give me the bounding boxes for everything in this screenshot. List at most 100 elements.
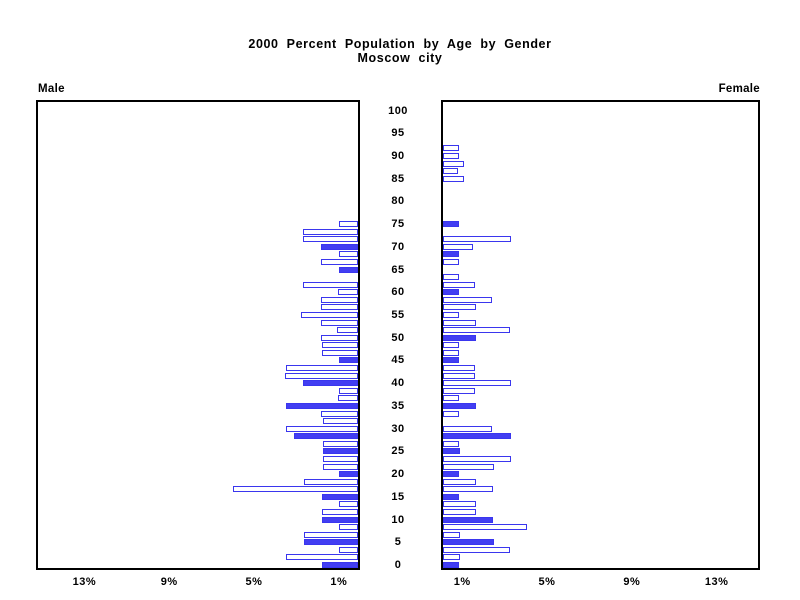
bar-female-slot-33 — [443, 312, 459, 318]
bar-male-slot-34 — [321, 304, 358, 310]
bar-female-slot-37 — [443, 282, 475, 288]
age-label-75: 75 — [391, 218, 405, 231]
male-tick-9: 9% — [160, 576, 178, 588]
bar-female-slot-8 — [443, 501, 476, 507]
female-panel-frame — [441, 100, 760, 570]
bar-male-slot-33 — [301, 312, 358, 318]
age-label-55: 55 — [391, 309, 405, 322]
bar-female-slot-45 — [443, 221, 459, 227]
bar-female-slot-31 — [443, 327, 510, 333]
age-label-10: 10 — [391, 513, 405, 526]
bar-male-slot-10 — [233, 486, 358, 492]
age-label-20: 20 — [391, 468, 405, 481]
bar-female-slot-29 — [443, 342, 459, 348]
male-tick-5: 5% — [245, 576, 263, 588]
age-label-40: 40 — [391, 377, 405, 390]
bar-male-slot-5 — [339, 524, 358, 530]
bar-male-slot-2 — [339, 547, 358, 553]
bar-female-slot-51 — [443, 176, 464, 182]
bar-male-slot-0 — [322, 562, 358, 568]
bar-female-slot-9 — [443, 494, 459, 500]
male-panel-frame — [36, 100, 360, 570]
age-label-90: 90 — [391, 149, 405, 162]
bar-female-slot-40 — [443, 259, 459, 265]
bar-male-slot-3 — [304, 539, 358, 545]
bar-male-slot-27 — [339, 357, 358, 363]
bar-female-slot-2 — [443, 547, 510, 553]
bar-male-slot-35 — [321, 297, 358, 303]
bar-male-slot-24 — [303, 380, 358, 386]
bar-female-slot-5 — [443, 524, 527, 530]
bar-male-slot-6 — [322, 517, 358, 523]
bar-female-slot-27 — [443, 357, 459, 363]
bar-male-slot-20 — [321, 411, 358, 417]
age-label-95: 95 — [391, 127, 405, 140]
bar-male-slot-26 — [286, 365, 358, 371]
bar-male-slot-4 — [304, 532, 358, 538]
bar-female-slot-22 — [443, 395, 459, 401]
female-tick-9: 9% — [623, 576, 641, 588]
bar-male-slot-36 — [338, 289, 358, 295]
bar-male-slot-17 — [294, 433, 358, 439]
bar-male-slot-45 — [339, 221, 358, 227]
age-label-50: 50 — [391, 331, 405, 344]
male-tick-13: 13% — [72, 576, 97, 588]
bar-male-slot-11 — [304, 479, 358, 485]
bar-male-slot-44 — [303, 229, 358, 235]
bar-female-slot-30 — [443, 335, 476, 341]
bar-female-slot-38 — [443, 274, 459, 280]
bar-male-slot-13 — [323, 464, 358, 470]
bar-female-slot-13 — [443, 464, 494, 470]
bar-male-slot-30 — [321, 335, 358, 341]
female-tick-1: 1% — [453, 576, 471, 588]
bar-female-slot-32 — [443, 320, 476, 326]
bar-male-slot-12 — [339, 471, 358, 477]
age-label-85: 85 — [391, 172, 405, 185]
bar-female-slot-55 — [443, 145, 459, 151]
bar-male-slot-25 — [285, 373, 358, 379]
age-label-45: 45 — [391, 354, 405, 367]
bar-female-slot-15 — [443, 448, 460, 454]
chart-subtitle: Moscow city — [357, 51, 443, 65]
female-panel-label: Female — [718, 83, 760, 95]
age-label-5: 5 — [394, 536, 402, 549]
bar-male-slot-7 — [322, 509, 358, 515]
bar-male-slot-14 — [323, 456, 358, 462]
bar-female-slot-20 — [443, 411, 459, 417]
female-tick-5: 5% — [538, 576, 556, 588]
bar-female-slot-14 — [443, 456, 511, 462]
male-tick-1: 1% — [330, 576, 348, 588]
female-tick-13: 13% — [704, 576, 729, 588]
bar-male-slot-8 — [339, 501, 358, 507]
bar-female-slot-3 — [443, 539, 494, 545]
bar-female-slot-4 — [443, 532, 460, 538]
bar-male-slot-39 — [339, 267, 358, 273]
bar-female-slot-10 — [443, 486, 493, 492]
bar-male-slot-31 — [337, 327, 358, 333]
bar-female-slot-0 — [443, 562, 459, 568]
bar-male-slot-28 — [322, 350, 358, 356]
bar-female-slot-18 — [443, 426, 492, 432]
bar-male-slot-15 — [323, 448, 358, 454]
bar-male-slot-37 — [303, 282, 358, 288]
bar-female-slot-21 — [443, 403, 476, 409]
bar-female-slot-34 — [443, 304, 476, 310]
bar-female-slot-53 — [443, 161, 464, 167]
age-label-15: 15 — [391, 490, 405, 503]
bar-male-slot-1 — [286, 554, 358, 560]
bar-male-slot-23 — [339, 388, 358, 394]
age-label-35: 35 — [391, 399, 405, 412]
bar-female-slot-26 — [443, 365, 475, 371]
bar-male-slot-42 — [321, 244, 358, 250]
bar-male-slot-43 — [303, 236, 358, 242]
bar-male-slot-22 — [338, 395, 358, 401]
age-label-25: 25 — [391, 445, 405, 458]
bar-male-slot-16 — [323, 441, 358, 447]
bar-female-slot-11 — [443, 479, 476, 485]
male-panel-label: Male — [38, 83, 65, 95]
bar-female-slot-52 — [443, 168, 458, 174]
bar-female-slot-7 — [443, 509, 476, 515]
bar-male-slot-29 — [322, 342, 358, 348]
bar-female-slot-28 — [443, 350, 459, 356]
